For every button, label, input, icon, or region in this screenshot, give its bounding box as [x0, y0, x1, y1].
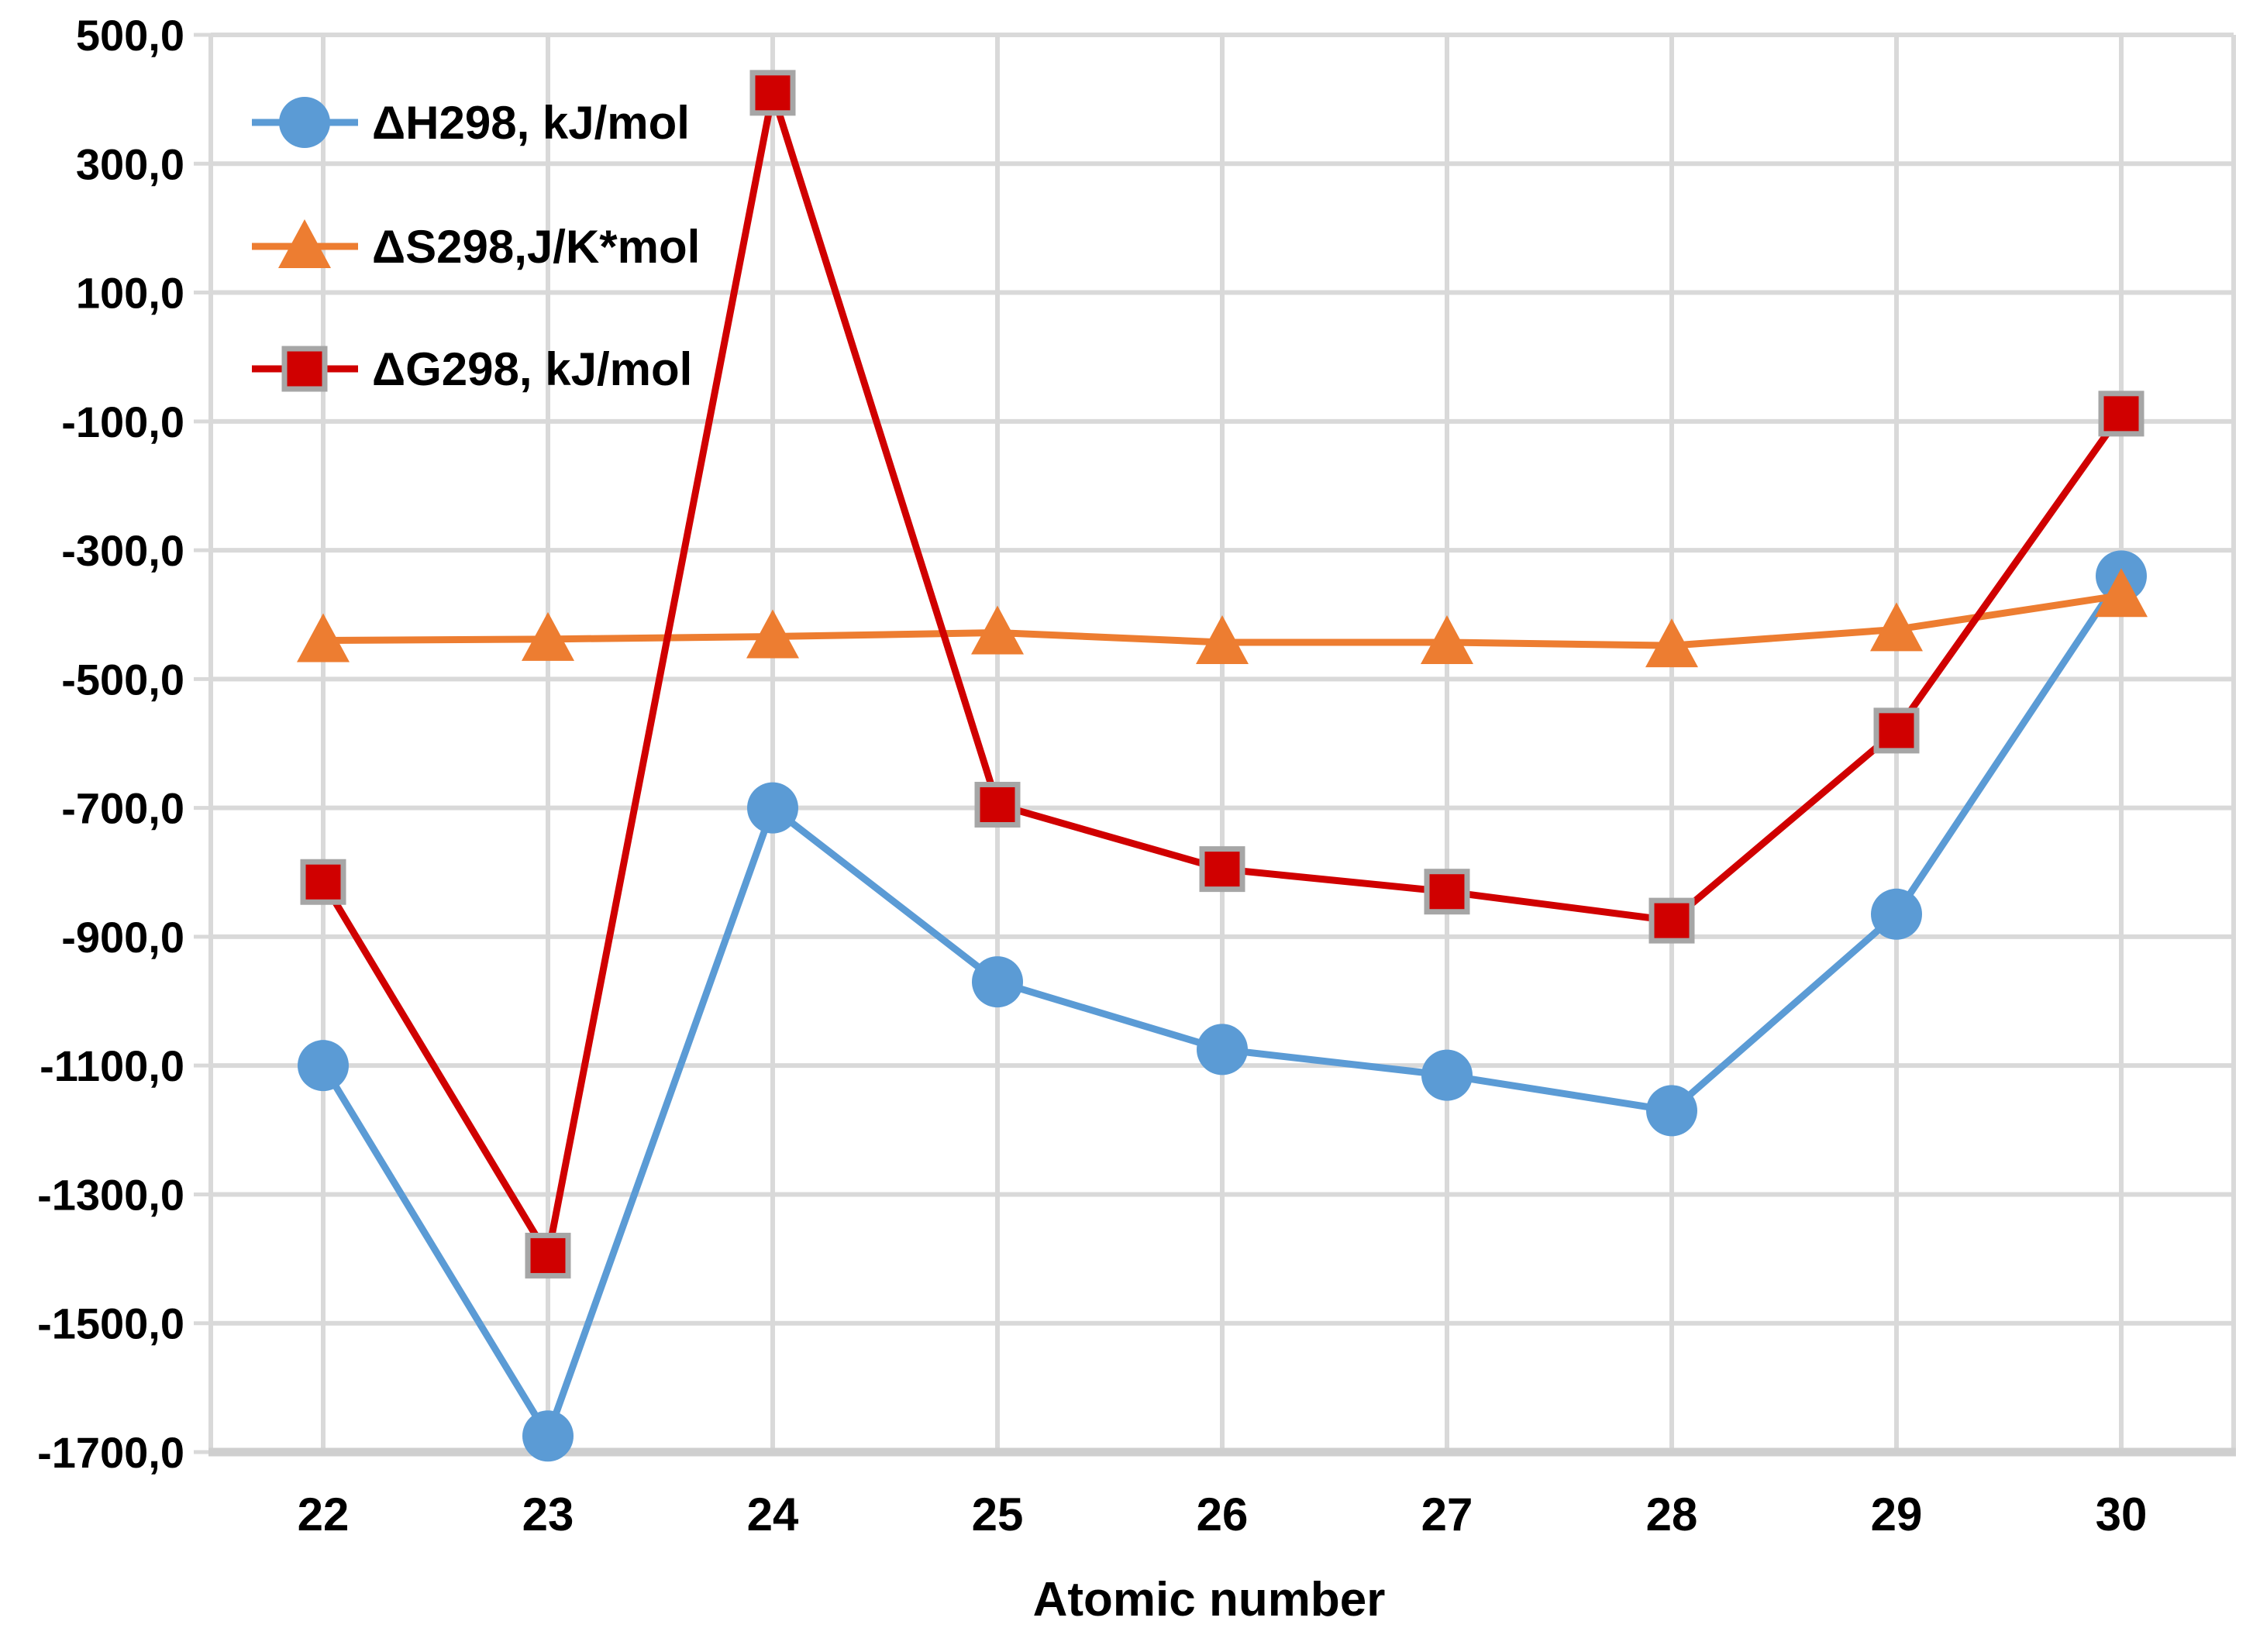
data-point-marker: [1648, 897, 1695, 944]
y-tick-label: 500,0: [76, 11, 184, 60]
y-tick-label: 300,0: [76, 139, 184, 188]
data-point-marker: [1870, 602, 1923, 652]
series-2: [300, 70, 2144, 1279]
data-point-marker: [1197, 1024, 1248, 1076]
y-tick-label: -100,0: [61, 398, 184, 446]
x-tick-label: 29: [1871, 1489, 1923, 1540]
data-point-marker: [974, 781, 1021, 828]
y-tick-label: -500,0: [61, 655, 184, 704]
data-point-marker: [747, 782, 798, 834]
legend-item-1: ΔS298,J/K*mol: [252, 219, 700, 273]
data-point-marker: [1646, 1085, 1697, 1137]
data-point-marker: [1873, 707, 1920, 754]
legend-label: ΔS298,J/K*mol: [372, 221, 700, 273]
y-tick-label: -1300,0: [37, 1170, 184, 1219]
legend-item-0: ΔH298, kJ/mol: [252, 97, 690, 149]
data-point-marker: [1871, 888, 1922, 940]
x-tick-label: 24: [747, 1489, 799, 1540]
data-point-marker: [297, 613, 350, 663]
series-1: [297, 568, 2148, 668]
x-tick-label: 30: [2096, 1489, 2148, 1540]
data-point-marker: [1421, 1049, 1473, 1101]
legend-item-2: ΔG298, kJ/mol: [252, 343, 692, 395]
data-point-marker: [522, 1410, 574, 1462]
y-tick-label: -300,0: [61, 526, 184, 575]
data-point-marker: [749, 70, 796, 116]
x-tick-label: 28: [1646, 1489, 1698, 1540]
data-series: [297, 70, 2148, 1462]
y-tick-label: -700,0: [61, 784, 184, 833]
data-point-marker: [278, 219, 331, 268]
data-point-marker: [1421, 614, 1473, 664]
data-point-marker: [300, 859, 346, 905]
y-tick-label: 100,0: [76, 269, 184, 318]
data-point-marker: [279, 97, 330, 148]
y-tick-label: -1100,0: [40, 1041, 184, 1090]
data-point-marker: [746, 609, 799, 659]
data-point-marker: [2095, 568, 2148, 618]
y-tick-label: -1500,0: [37, 1299, 184, 1348]
data-point-marker: [525, 1232, 571, 1279]
data-point-marker: [971, 605, 1024, 655]
legend-label: ΔH298, kJ/mol: [372, 97, 690, 149]
data-point-marker: [1645, 618, 1698, 668]
x-tick-label: 26: [1197, 1489, 1249, 1540]
legend: ΔH298, kJ/mol ΔS298,J/K*mol ΔG298, kJ/mol: [252, 97, 700, 395]
y-axis-tick-labels: 500,0 300,0 100,0 -100,0 -300,0 -500,0 -700,0 -…: [37, 11, 184, 1477]
x-tick-label: 23: [522, 1489, 574, 1540]
y-tick-label: -900,0: [61, 913, 184, 962]
data-point-marker: [1196, 614, 1249, 664]
data-point-marker: [281, 346, 328, 392]
data-point-marker: [1199, 846, 1245, 893]
data-point-marker: [522, 611, 574, 661]
legend-label: ΔG298, kJ/mol: [372, 343, 692, 395]
data-point-marker: [972, 956, 1023, 1008]
x-tick-label: 22: [298, 1489, 350, 1540]
x-tick-label: 25: [972, 1489, 1024, 1540]
data-point-marker: [2098, 391, 2144, 437]
x-axis-title: Atomic number: [1033, 1573, 1386, 1626]
x-axis-tick-labels: 22 23 24 25 26 27 28 29 30: [298, 1489, 2148, 1540]
data-point-marker: [298, 1040, 349, 1092]
data-point-marker: [1424, 869, 1470, 915]
y-tick-label: -1700,0: [37, 1428, 184, 1477]
x-tick-label: 27: [1421, 1489, 1473, 1540]
